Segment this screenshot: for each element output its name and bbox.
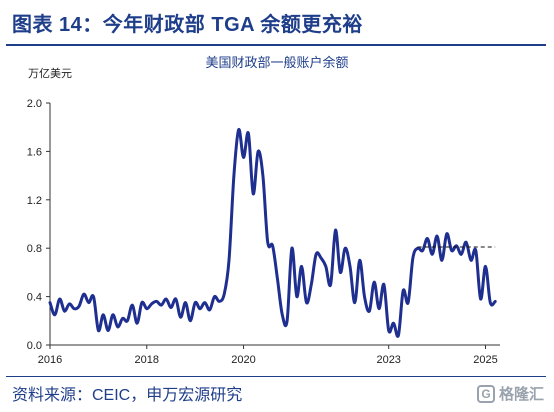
watermark: G 格隆汇 <box>476 383 544 404</box>
x-tick-label: 2020 <box>231 354 255 366</box>
y-tick-label: 1.2 <box>27 195 42 207</box>
y-tick-label: 0.8 <box>27 243 42 255</box>
source-note: 资料来源：CEIC，申万宏源研究 <box>12 387 243 404</box>
y-tick-label: 1.6 <box>27 146 42 158</box>
x-tick-label: 2018 <box>135 354 159 366</box>
line-chart: 0.0 0.4 0.8 1.2 1.6 2.0 2016 2018 2020 2023 2025 <box>27 98 500 366</box>
y-tick-label: 0.0 <box>27 340 42 352</box>
y-axis-unit-label: 万亿美元 <box>28 68 72 80</box>
watermark-text: 格隆汇 <box>498 386 544 403</box>
chart-title: 美国财政部一般账户余额 <box>205 55 349 70</box>
x-tick-label: 2016 <box>38 354 62 366</box>
title-divider <box>6 44 546 46</box>
footer-divider <box>6 376 546 377</box>
x-tick-label: 2025 <box>473 354 497 366</box>
figure-title: 图表 14：今年财政部 TGA 余额更充裕 <box>12 14 363 36</box>
y-tick-label: 2.0 <box>27 98 42 110</box>
watermark-logo-icon: G <box>476 384 495 403</box>
tga-balance-series-line <box>48 128 497 338</box>
x-tick-label: 2023 <box>376 354 400 366</box>
y-tick-label: 0.4 <box>27 292 42 304</box>
